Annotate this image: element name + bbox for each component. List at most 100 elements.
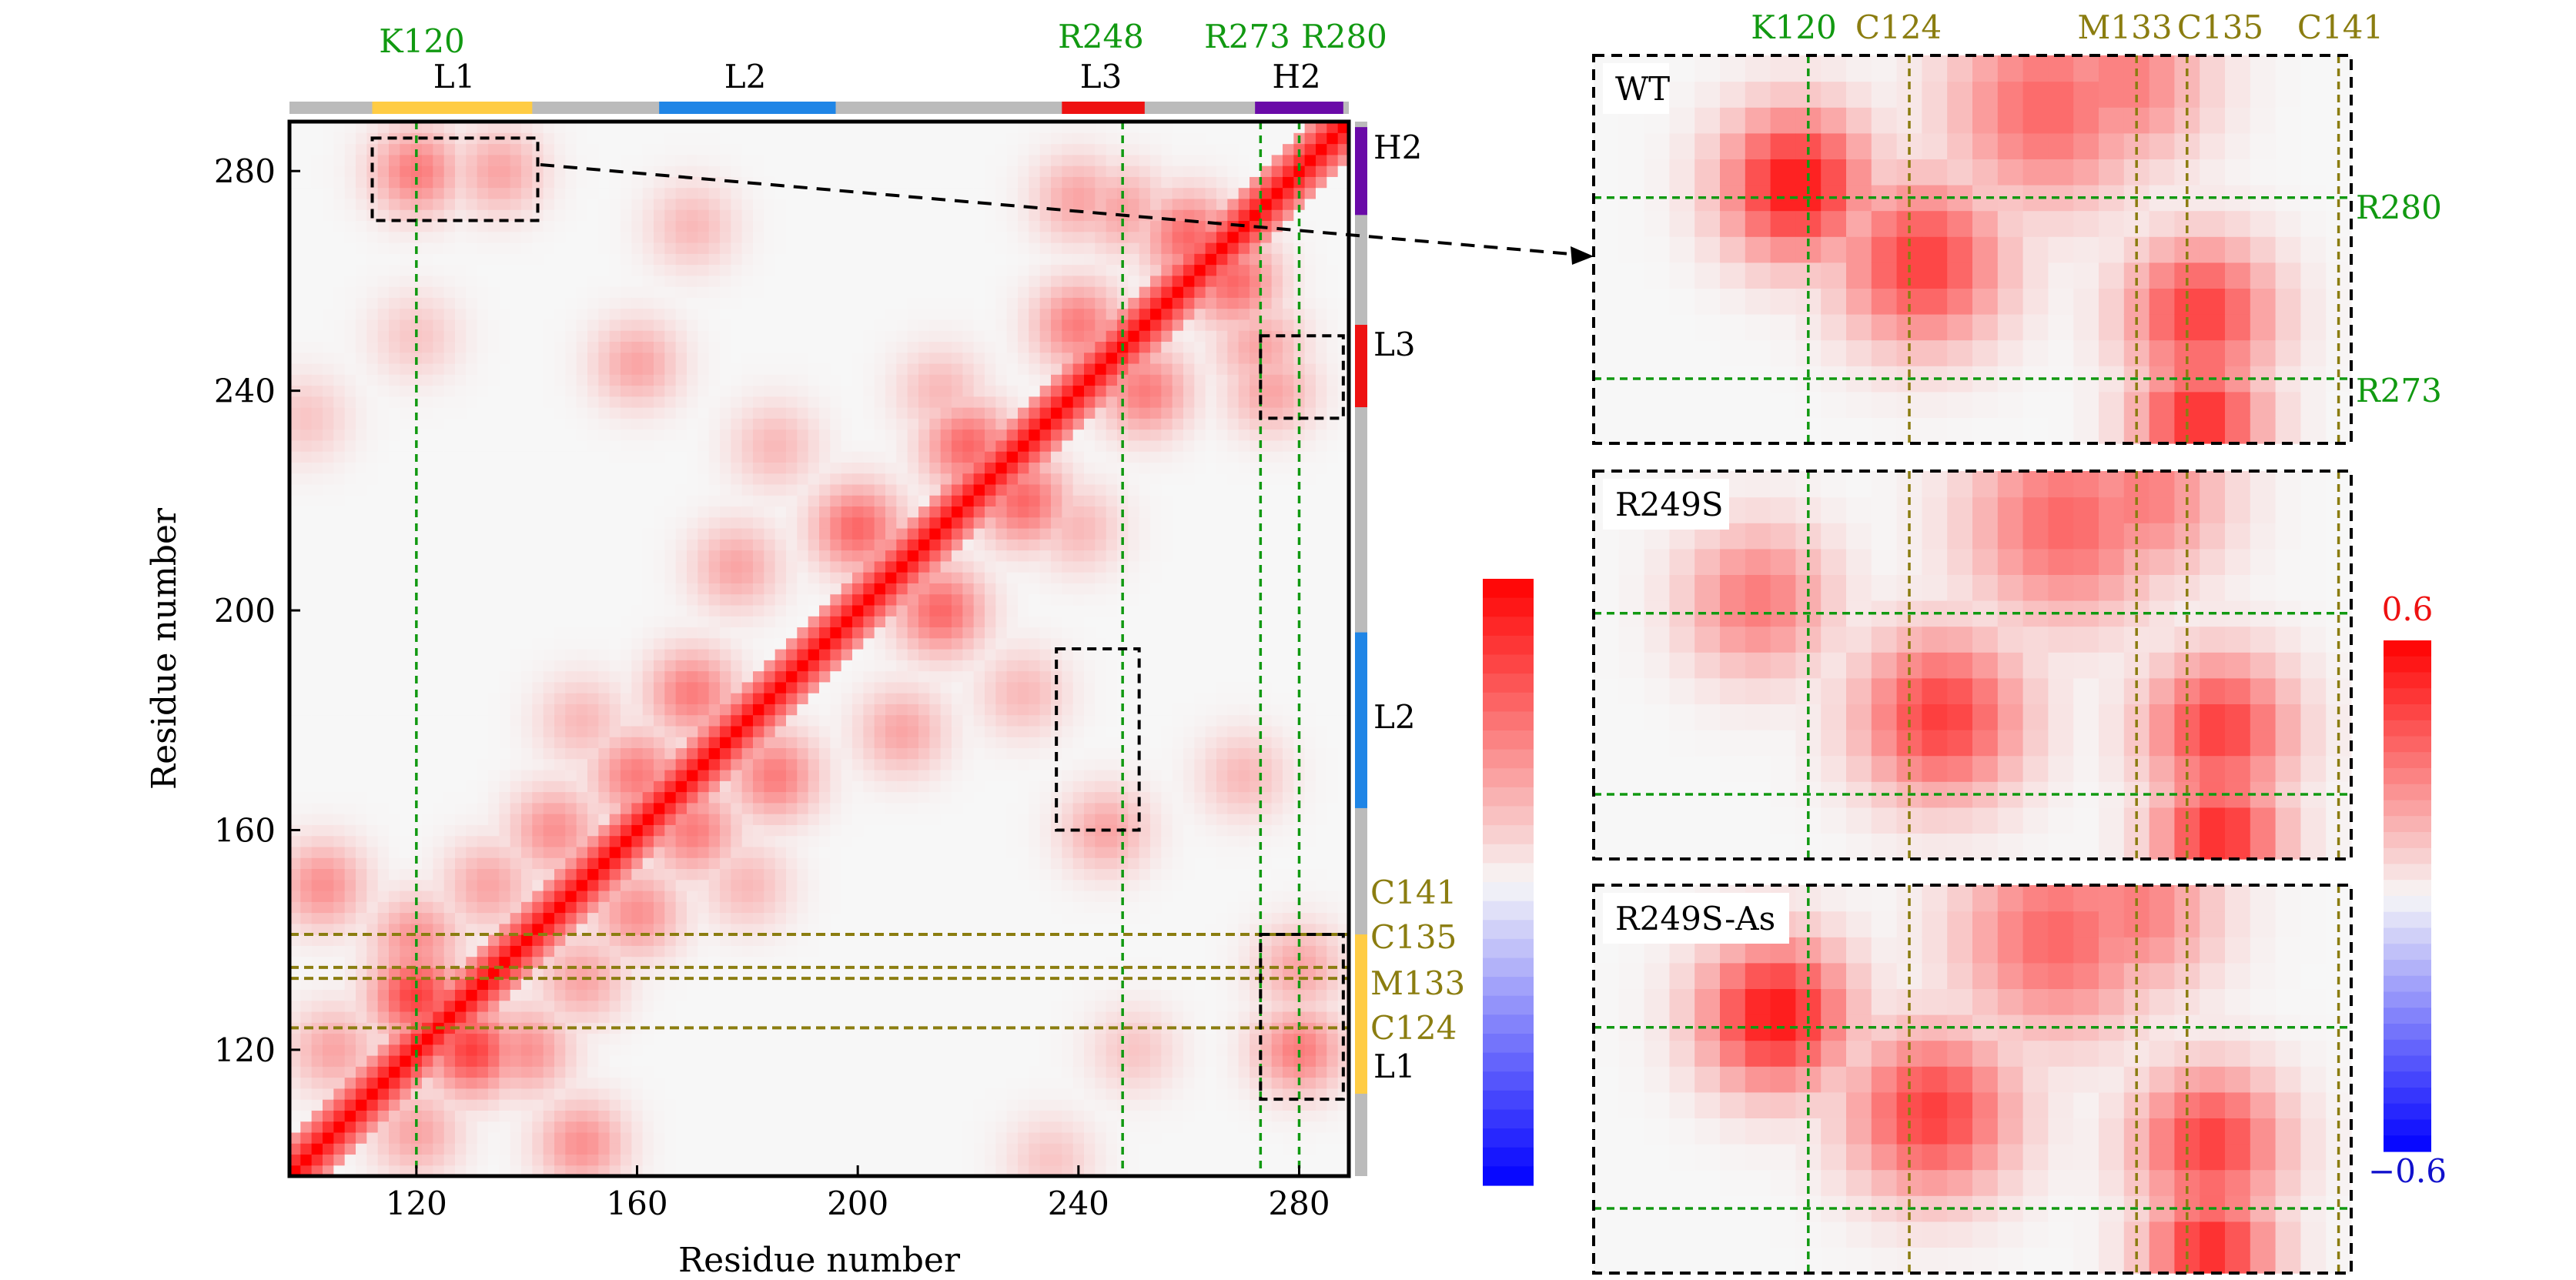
heat-cell (598, 1088, 611, 1100)
heat-cell (764, 560, 776, 573)
heat-cell (543, 352, 555, 364)
heat-cell (687, 330, 698, 343)
heat-cell (433, 396, 445, 408)
heat-cell (565, 122, 577, 133)
heat-cell (774, 802, 787, 814)
heat-cell (675, 242, 687, 254)
heat-cell (774, 165, 787, 177)
heat-cell (389, 681, 400, 693)
heat-cell (576, 242, 588, 254)
heat-cell (499, 1066, 511, 1078)
heat-cell (609, 154, 621, 166)
heat-cell (830, 187, 842, 199)
heat-cell (598, 198, 611, 210)
heat-cell (356, 550, 367, 562)
heat-cell (797, 714, 809, 727)
heat-cell (786, 308, 798, 320)
heat-cell (499, 1033, 511, 1045)
heat-cell (333, 846, 346, 858)
heat-cell (687, 912, 698, 924)
heat-cell (753, 1165, 764, 1176)
heat-cell (687, 1044, 698, 1056)
heat-cell (521, 560, 533, 573)
heat-cell (422, 572, 433, 583)
heat-cell (664, 1011, 677, 1023)
heat-cell (808, 835, 820, 847)
heat-cell (664, 593, 677, 606)
heat-cell (455, 209, 467, 222)
heat-cell (808, 176, 820, 189)
heat-cell (333, 868, 346, 881)
heat-cell (344, 187, 356, 199)
heat-cell (797, 593, 809, 606)
heat-cell (654, 429, 665, 441)
heat-cell (356, 560, 367, 573)
heat-cell (631, 780, 644, 793)
heat-cell (289, 220, 301, 232)
heat-cell (433, 506, 445, 518)
heat-cell (708, 231, 721, 243)
heat-cell (598, 483, 611, 496)
heat-cell (808, 978, 820, 990)
heat-cell (631, 989, 644, 1001)
heat-cell (598, 868, 611, 881)
heat-cell (311, 693, 323, 704)
heat-cell (400, 122, 412, 133)
heat-cell (609, 868, 621, 881)
heat-cell (488, 868, 500, 881)
heat-cell (300, 593, 313, 606)
heat-cell (356, 725, 367, 737)
heat-cell (400, 319, 412, 331)
heat-cell (808, 890, 820, 902)
heat-cell (389, 1055, 400, 1067)
heat-cell (687, 923, 698, 935)
heat-cell (289, 714, 301, 727)
heat-cell (377, 374, 390, 386)
heat-cell (389, 352, 400, 364)
heat-cell (366, 846, 379, 858)
heat-cell (852, 506, 864, 518)
heat-cell (841, 187, 853, 199)
heat-cell (621, 495, 632, 507)
heat-cell (621, 616, 632, 628)
heat-cell (764, 747, 776, 760)
heat-cell (499, 737, 511, 749)
heat-cell (433, 802, 445, 814)
heat-cell (774, 1066, 787, 1078)
heat-cell (455, 649, 467, 660)
heat-cell (764, 396, 776, 408)
heat-cell (389, 483, 400, 496)
heat-cell (543, 780, 555, 793)
heat-cell (554, 473, 566, 485)
heat-cell (753, 912, 764, 924)
heat-cell (786, 560, 798, 573)
heat-cell (819, 506, 831, 518)
heat-cell (587, 670, 599, 683)
heat-cell (576, 122, 588, 133)
heat-cell (664, 714, 677, 727)
heat-cell (819, 572, 831, 583)
heat-cell (587, 923, 599, 935)
heat-cell (687, 660, 698, 672)
heat-cell (631, 187, 644, 199)
heat-cell (510, 352, 522, 364)
heat-cell (289, 407, 301, 419)
heat-cell (554, 912, 566, 924)
heat-cell (289, 934, 301, 946)
heat-cell (819, 1110, 831, 1122)
heat-cell (455, 846, 467, 858)
heat-cell (333, 198, 346, 210)
heat-cell (642, 660, 654, 672)
heat-cell (311, 1099, 323, 1111)
heat-cell (642, 681, 654, 693)
heat-cell (808, 868, 820, 881)
heat-cell (488, 1131, 500, 1144)
heat-cell (621, 297, 632, 309)
heat-cell (698, 1011, 710, 1023)
heat-cell (808, 901, 820, 914)
heat-cell (576, 814, 588, 825)
heat-cell (565, 483, 577, 496)
heat-cell (797, 341, 809, 353)
heat-cell (377, 901, 390, 914)
heat-cell (389, 857, 400, 870)
